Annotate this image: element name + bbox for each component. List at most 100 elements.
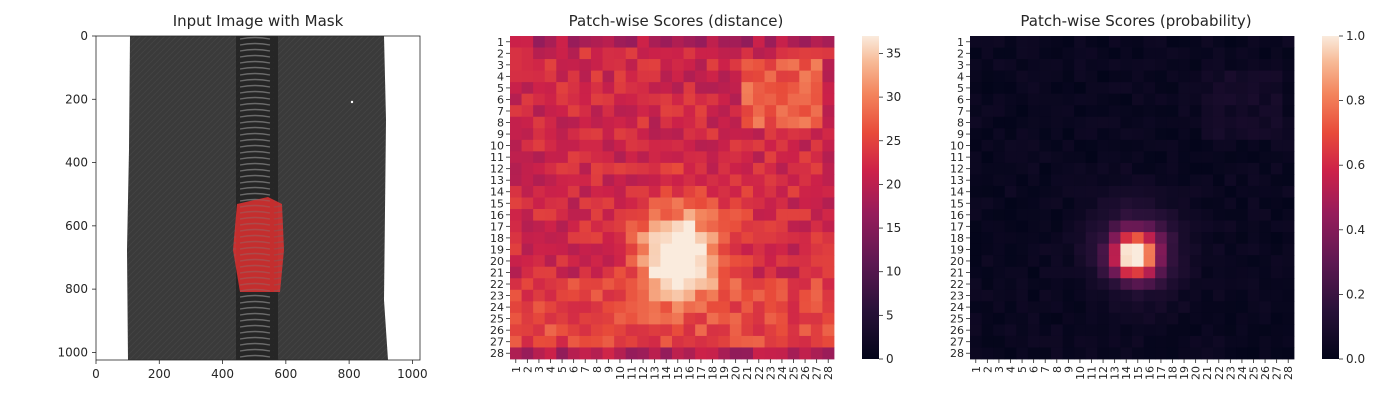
heatmap-cell [625, 347, 638, 360]
heatmap-cell [1027, 128, 1040, 141]
heatmap-cell [1097, 59, 1110, 72]
heatmap-cell [683, 128, 696, 141]
heatmap-cell [695, 289, 708, 302]
heatmap-cell [533, 289, 546, 302]
heatmap-cell [1224, 324, 1237, 337]
heatmap-cell [764, 128, 777, 141]
heatmap-cell [1155, 139, 1168, 152]
heatmap-cell [1039, 185, 1052, 198]
heatmap-cell [567, 105, 580, 118]
heatmap-cell [1120, 278, 1133, 291]
heatmap-cell [799, 116, 812, 129]
heatmap-cell [776, 197, 789, 210]
heatmap-cell [1247, 139, 1260, 152]
heatmap-cell [1178, 324, 1191, 337]
heatmap-cell [510, 116, 522, 129]
heatmap-cell [970, 289, 982, 302]
heatmap-x-tick-label: 22 [1213, 366, 1226, 380]
heatmap-cell [625, 185, 638, 198]
heatmap-cell [1027, 289, 1040, 302]
heatmap-cell [1270, 162, 1283, 175]
heatmap-cell [1039, 324, 1052, 337]
heatmap-cell [637, 139, 650, 152]
heatmap-y-tick-label: 28 [950, 347, 964, 360]
heatmap-cell [695, 220, 708, 233]
heatmap-cell [1155, 93, 1168, 106]
heatmap-cell [1155, 70, 1168, 83]
heatmap-cell [1120, 243, 1133, 256]
heatmap-cell [1247, 162, 1260, 175]
heatmap-cell [799, 93, 812, 106]
heatmap-cell [787, 185, 800, 198]
heatmap-cell [614, 59, 627, 72]
heatmap-cell [706, 255, 719, 268]
heatmap-cell [718, 232, 731, 245]
heatmap-cell [1004, 59, 1017, 72]
heatmap-cell [1178, 105, 1191, 118]
heatmap-cell [591, 255, 603, 268]
heatmap-cell [1097, 197, 1110, 210]
heatmap-cell [544, 36, 557, 48]
heatmap-cell [810, 255, 823, 268]
heatmap-cell [510, 220, 522, 233]
heatmap-cell [1132, 209, 1144, 221]
heatmap-cell [981, 174, 994, 187]
heatmap-cell [810, 209, 823, 221]
heatmap-cell [1108, 151, 1121, 164]
heatmap-cell [753, 266, 765, 279]
heatmap-cell [753, 47, 765, 60]
heatmap-cell [993, 289, 1006, 302]
heatmap-cell [981, 232, 994, 245]
heatmap-cell [718, 128, 731, 141]
heatmap-cell [683, 93, 696, 106]
heatmap-cell [637, 243, 650, 256]
heatmap-cell [764, 347, 777, 360]
heatmap-cell [1224, 266, 1237, 279]
heatmap-cell [753, 139, 765, 152]
heatmap-cell [1213, 116, 1225, 129]
heatmap-cell [1155, 232, 1168, 245]
heatmap-x-tick-label: 22 [753, 366, 766, 380]
heatmap-cell [1085, 255, 1098, 268]
heatmap-cell [970, 174, 982, 187]
heatmap-cell [579, 347, 592, 360]
heatmap-cell [1178, 185, 1191, 198]
heatmap-cell [614, 185, 627, 198]
heatmap-cell [579, 36, 592, 48]
heatmap-cell [579, 197, 592, 210]
heatmap-cell [1224, 209, 1237, 221]
heatmap-cell [579, 301, 592, 314]
heatmap-cell [741, 289, 754, 302]
heatmap-cell [614, 70, 627, 83]
heatmap-cell [981, 47, 994, 60]
image-y-tick-label: 1000 [57, 345, 88, 359]
heatmap-cell [672, 209, 684, 221]
heatmap-cell [660, 278, 673, 291]
heatmap-cell [1270, 243, 1283, 256]
heatmap-cell [1143, 36, 1156, 48]
heatmap-cell [1085, 47, 1098, 60]
heatmap-cell [1016, 70, 1029, 83]
heatmap-cell [787, 139, 800, 152]
heatmap-cell [695, 174, 708, 187]
heatmap-cell [1027, 243, 1040, 256]
heatmap-cell [718, 70, 731, 83]
heatmap-x-tick-label: 28 [822, 366, 835, 380]
heatmap-cell [993, 266, 1006, 279]
heatmap-cell [764, 220, 777, 233]
heatmap-cell [706, 70, 719, 83]
heatmap-cell [1097, 93, 1110, 106]
heatmap-cell [567, 278, 580, 291]
heatmap-cell [1120, 347, 1133, 360]
heatmap-cell [1201, 70, 1214, 83]
heatmap-cell [1270, 36, 1283, 48]
heatmap-cell [1166, 185, 1179, 198]
heatmap-y-tick-label: 28 [490, 347, 504, 360]
heatmap-cell [1189, 70, 1202, 83]
heatmap-cell [1143, 70, 1156, 83]
heatmap-cell [1097, 347, 1110, 360]
image-frame [95, 35, 421, 361]
heatmap-cell [1213, 151, 1225, 164]
heatmap-cell [706, 36, 719, 48]
